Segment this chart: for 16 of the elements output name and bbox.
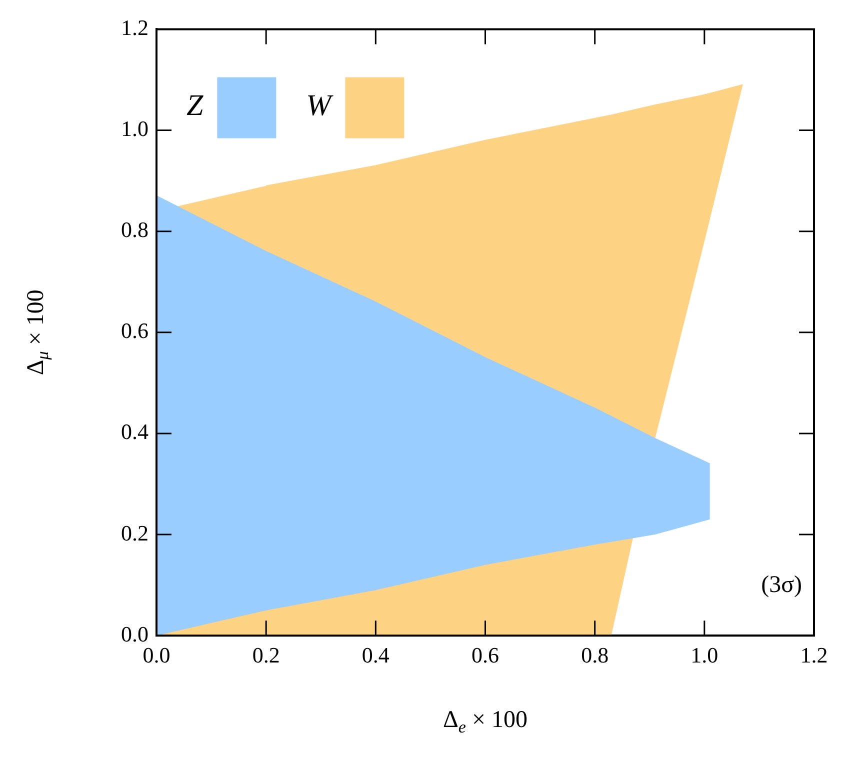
legend-label: W (306, 89, 334, 122)
y-tick-label: 1.2 (121, 14, 148, 40)
x-tick-label: 0.6 (472, 642, 499, 668)
y-tick-label: 0.2 (121, 520, 148, 546)
y-tick-label: 0.4 (121, 419, 148, 444)
x-tick-label: 1.0 (690, 642, 718, 668)
y-tick-label: 1.0 (121, 116, 148, 142)
x-tick-label: 0.8 (581, 642, 609, 668)
legend-label: Z (186, 89, 204, 122)
y-tick-label: 0.8 (121, 217, 148, 242)
annotation: (3σ) (761, 572, 802, 598)
y-axis-title: Δμ × 100 (22, 290, 52, 376)
x-tick-label: 1.2 (800, 642, 828, 668)
x-tick-label: 0.2 (252, 642, 280, 668)
x-tick-label: 0.4 (362, 642, 390, 668)
y-tick-label: 0.6 (121, 318, 148, 344)
